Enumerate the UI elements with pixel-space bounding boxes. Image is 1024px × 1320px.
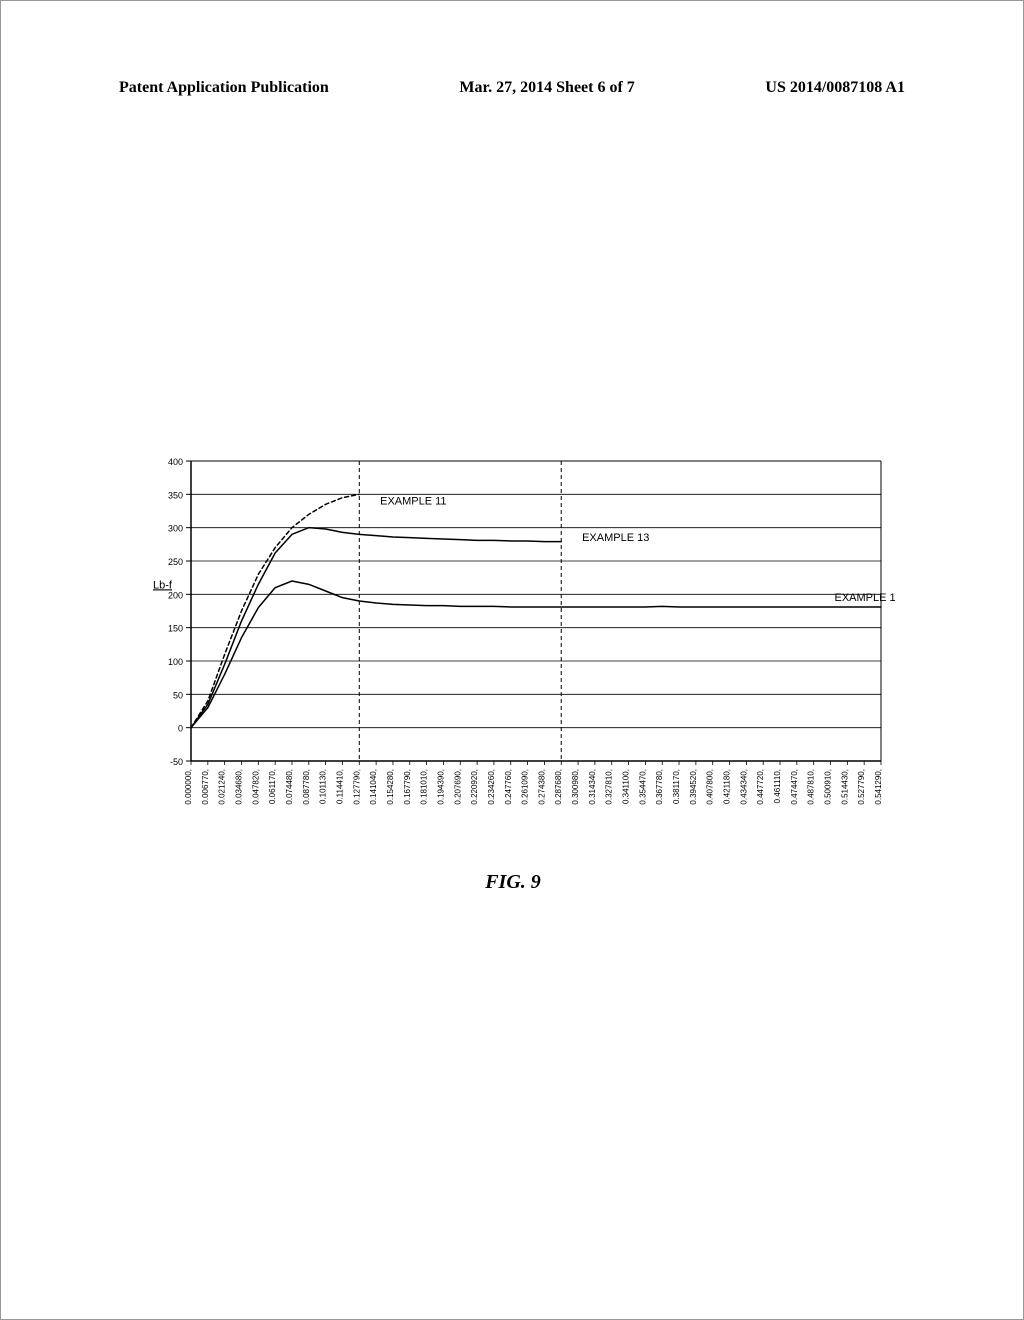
svg-text:0.234260,: 0.234260, <box>487 769 496 805</box>
svg-text:0.127790,: 0.127790, <box>352 769 361 805</box>
svg-text:0.447720,: 0.447720, <box>756 769 765 805</box>
svg-text:0: 0 <box>178 724 183 734</box>
svg-text:0.021240,: 0.021240, <box>218 769 227 805</box>
svg-text:100: 100 <box>168 657 183 667</box>
svg-text:0.474470,: 0.474470, <box>790 769 799 805</box>
svg-text:0.421180,: 0.421180, <box>723 769 732 804</box>
chart-line: -50 0 50 100 150 200 250 300 350 400 Lb-f EXAMPLE 1… <box>131 451 895 861</box>
svg-text:0.047820,: 0.047820, <box>251 769 260 805</box>
svg-text:0.247760,: 0.247760, <box>504 769 513 805</box>
svg-text:0.006770,: 0.006770, <box>201 769 210 805</box>
header-center: Mar. 27, 2014 Sheet 6 of 7 <box>459 79 634 97</box>
svg-text:0.341100,: 0.341100, <box>622 769 631 804</box>
svg-text:0.154280,: 0.154280, <box>386 769 395 805</box>
svg-text:0.381170,: 0.381170, <box>672 769 681 804</box>
svg-text:0.461110,: 0.461110, <box>773 769 782 803</box>
header-left: Patent Application Publication <box>119 79 329 97</box>
svg-text:0.514430,: 0.514430, <box>840 769 849 805</box>
svg-text:0.394520,: 0.394520, <box>689 769 698 805</box>
svg-text:0.527790,: 0.527790, <box>857 769 866 805</box>
figure-9: -50 0 50 100 150 200 250 300 350 400 Lb-f EXAMPLE 1… <box>131 451 895 861</box>
svg-text:0.407800,: 0.407800, <box>706 769 715 805</box>
svg-text:0.220920,: 0.220920, <box>470 769 479 805</box>
svg-text:0.354470,: 0.354470, <box>638 769 647 805</box>
svg-text:0.314340,: 0.314340, <box>588 769 597 805</box>
page-header: Patent Application Publication Mar. 27, … <box>119 79 905 97</box>
svg-text:0.194390,: 0.194390, <box>436 769 445 805</box>
svg-text:EXAMPLE 11: EXAMPLE 11 <box>380 495 446 507</box>
svg-text:0.074480,: 0.074480, <box>285 769 294 805</box>
svg-text:350: 350 <box>168 490 183 500</box>
svg-text:250: 250 <box>168 557 183 567</box>
svg-text:0.287680,: 0.287680, <box>554 769 563 805</box>
svg-text:-50: -50 <box>170 757 183 767</box>
header-right: US 2014/0087108 A1 <box>765 79 905 97</box>
svg-text:0.141040,: 0.141040, <box>369 769 378 805</box>
svg-text:0.367780,: 0.367780, <box>655 769 664 805</box>
svg-text:EXAMPLE 12: EXAMPLE 12 <box>835 592 895 604</box>
svg-text:200: 200 <box>168 590 183 600</box>
svg-text:300: 300 <box>168 524 183 534</box>
figure-label: FIG. 9 <box>1 871 1024 894</box>
svg-text:0.274380,: 0.274380, <box>537 769 546 805</box>
svg-text:Lb-f: Lb-f <box>153 579 173 591</box>
svg-text:0.167790,: 0.167790, <box>403 769 412 805</box>
svg-text:0.101130,: 0.101130, <box>319 769 328 804</box>
svg-text:0.300980,: 0.300980, <box>571 769 580 805</box>
svg-text:0.541290,: 0.541290, <box>874 769 883 805</box>
svg-text:0.114410,: 0.114410, <box>335 769 344 804</box>
svg-text:0.500910,: 0.500910, <box>824 769 833 805</box>
svg-text:0.261090,: 0.261090, <box>521 769 530 805</box>
svg-text:0.487810,: 0.487810, <box>807 769 816 805</box>
svg-text:150: 150 <box>168 624 183 634</box>
svg-text:0.327810,: 0.327810, <box>605 769 614 805</box>
svg-text:0.061170,: 0.061170, <box>268 769 277 804</box>
svg-text:EXAMPLE 13: EXAMPLE 13 <box>582 532 649 544</box>
svg-text:50: 50 <box>173 690 183 700</box>
svg-text:400: 400 <box>168 457 183 467</box>
svg-text:0.207690,: 0.207690, <box>453 769 462 805</box>
svg-text:0.000000,: 0.000000, <box>184 769 193 805</box>
svg-text:0.034680,: 0.034680, <box>234 769 243 805</box>
svg-text:0.087780,: 0.087780, <box>302 769 311 805</box>
svg-text:0.181010,: 0.181010, <box>420 769 429 805</box>
page: Patent Application Publication Mar. 27, … <box>0 0 1024 1320</box>
svg-text:0.434340,: 0.434340, <box>739 769 748 805</box>
